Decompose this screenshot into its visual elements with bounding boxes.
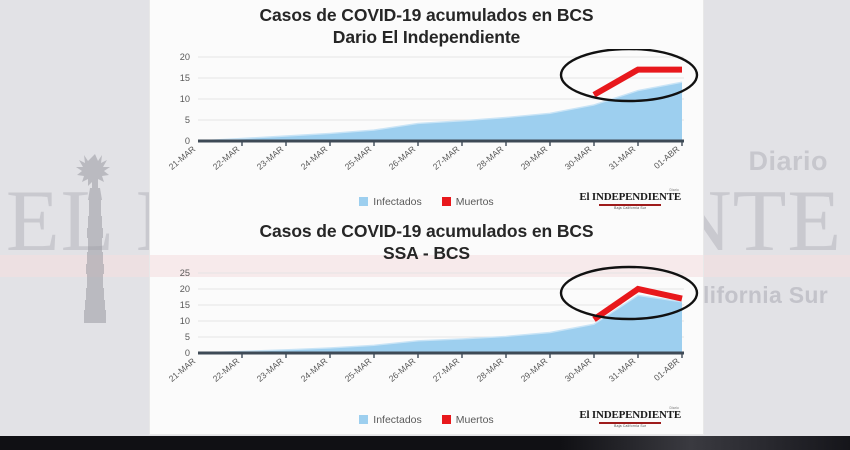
chart1-series-muertos [592, 66, 682, 98]
chart2-svg: 25 20 15 10 5 0 [167, 265, 699, 383]
svg-text:5: 5 [185, 332, 190, 342]
chart2-legend-label-muertos: Muertos [455, 413, 494, 426]
chart2-independiente-logo: Diario El INDEPENDIENTE Baja California … [579, 405, 681, 429]
chart1-independiente-logo: Diario El INDEPENDIENTE Baja California … [579, 187, 681, 211]
svg-text:10: 10 [180, 316, 190, 326]
chart2-plot-area: 25 20 15 10 5 0 [150, 265, 703, 408]
svg-text:21-MAR: 21-MAR [167, 355, 198, 383]
chart1-x-axis: 21-MAR 22-MAR 23-MAR 24-MAR 25-MAR 26-MA… [167, 139, 684, 172]
chart2-highlight-ellipse [559, 265, 699, 320]
svg-text:23-MAR: 23-MAR [255, 144, 286, 172]
chart1-legend-item-muertos: Muertos [441, 195, 494, 208]
svg-text:20: 20 [180, 284, 190, 294]
slide-panel: Casos de COVID-19 acumulados en BCS Dari… [150, 0, 703, 434]
svg-text:20: 20 [180, 52, 190, 62]
chart2-y-axis: 25 20 15 10 5 0 [180, 268, 190, 358]
svg-text:30-MAR: 30-MAR [563, 355, 594, 383]
logo-sub-label: Baja California Sur [614, 205, 647, 210]
svg-text:25-MAR: 25-MAR [343, 355, 374, 383]
svg-text:23-MAR: 23-MAR [255, 355, 286, 383]
chart1-series-infectados [197, 81, 683, 142]
chart-ssa: Casos de COVID-19 acumulados en BCS SSA … [150, 214, 703, 432]
chart2-subtitle: SSA - BCS [383, 243, 470, 264]
angel-statue-icon [76, 154, 110, 323]
svg-text:21-MAR: 21-MAR [167, 144, 198, 172]
bottom-strip-glow [560, 436, 850, 450]
svg-text:0: 0 [185, 348, 190, 358]
svg-text:27-MAR: 27-MAR [431, 355, 462, 383]
svg-text:25: 25 [180, 268, 190, 278]
chart1-title: Casos de COVID-19 acumulados en BCS [259, 5, 594, 25]
svg-text:25-MAR: 25-MAR [343, 144, 374, 172]
watermark-diario-text: Diario [748, 146, 828, 176]
svg-text:5: 5 [185, 115, 190, 125]
svg-text:24-MAR: 24-MAR [299, 144, 330, 172]
bottom-strip [0, 436, 850, 450]
svg-text:29-MAR: 29-MAR [519, 144, 550, 172]
svg-text:28-MAR: 28-MAR [475, 144, 506, 172]
chart2-series-muertos [592, 285, 683, 322]
svg-text:31-MAR: 31-MAR [607, 144, 638, 172]
chart2-legend-label-infectados: Infectados [373, 413, 422, 426]
logo-rule [599, 421, 662, 424]
svg-text:15: 15 [180, 300, 190, 310]
svg-text:28-MAR: 28-MAR [475, 355, 506, 383]
chart2-x-axis: 21-MAR 22-MAR 23-MAR 24-MAR 25-MAR 26-MA… [167, 351, 684, 383]
chart2-legend: Infectados Muertos Diario El INDEPENDIEN… [150, 405, 703, 432]
svg-text:15: 15 [180, 73, 190, 83]
svg-text:30-MAR: 30-MAR [563, 144, 594, 172]
svg-text:10: 10 [180, 94, 190, 104]
svg-text:01-ABR: 01-ABR [652, 144, 681, 171]
legend-swatch-infectados [359, 415, 369, 425]
chart1-legend-label-muertos: Muertos [455, 195, 494, 208]
chart2-legend-item-infectados: Infectados [359, 413, 422, 426]
svg-text:27-MAR: 27-MAR [431, 144, 462, 172]
svg-text:26-MAR: 26-MAR [387, 144, 418, 172]
logo-main-label: El INDEPENDIENTE [579, 190, 681, 203]
chart-independiente: Casos de COVID-19 acumulados en BCS Dari… [150, 0, 703, 214]
chart1-subtitle: Dario El Independiente [332, 27, 521, 48]
svg-text:29-MAR: 29-MAR [519, 355, 550, 383]
svg-text:22-MAR: 22-MAR [211, 355, 242, 383]
chart1-legend-label-infectados: Infectados [373, 195, 422, 208]
chart1-highlight-ellipse [559, 48, 699, 102]
svg-text:24-MAR: 24-MAR [299, 355, 330, 383]
legend-swatch-muertos [441, 415, 451, 425]
logo-top-label: Diario [669, 405, 679, 410]
chart1-svg: 20 15 10 5 0 [167, 48, 699, 172]
svg-text:22-MAR: 22-MAR [211, 144, 242, 172]
logo-top-label: Diario [669, 187, 679, 192]
legend-swatch-infectados [359, 197, 369, 207]
logo-main-label: El INDEPENDIENTE [579, 408, 681, 421]
logo-rule [599, 203, 662, 206]
chart2-series-infectados [197, 294, 683, 354]
chart1-legend-item-infectados: Infectados [359, 195, 422, 208]
svg-text:01-ABR: 01-ABR [652, 355, 681, 382]
svg-text:26-MAR: 26-MAR [387, 355, 418, 383]
chart1-y-axis: 20 15 10 5 0 [180, 52, 190, 146]
svg-text:0: 0 [185, 136, 190, 146]
svg-text:31-MAR: 31-MAR [607, 355, 638, 383]
legend-swatch-muertos [441, 197, 451, 207]
chart1-plot-area: 20 15 10 5 0 [150, 48, 703, 190]
chart2-title: Casos de COVID-19 acumulados en BCS [259, 220, 594, 241]
chart2-legend-item-muertos: Muertos [441, 413, 494, 426]
logo-sub-label: Baja California Sur [614, 423, 647, 428]
chart1-legend: Infectados Muertos Diario El INDEPENDIEN… [150, 187, 703, 214]
